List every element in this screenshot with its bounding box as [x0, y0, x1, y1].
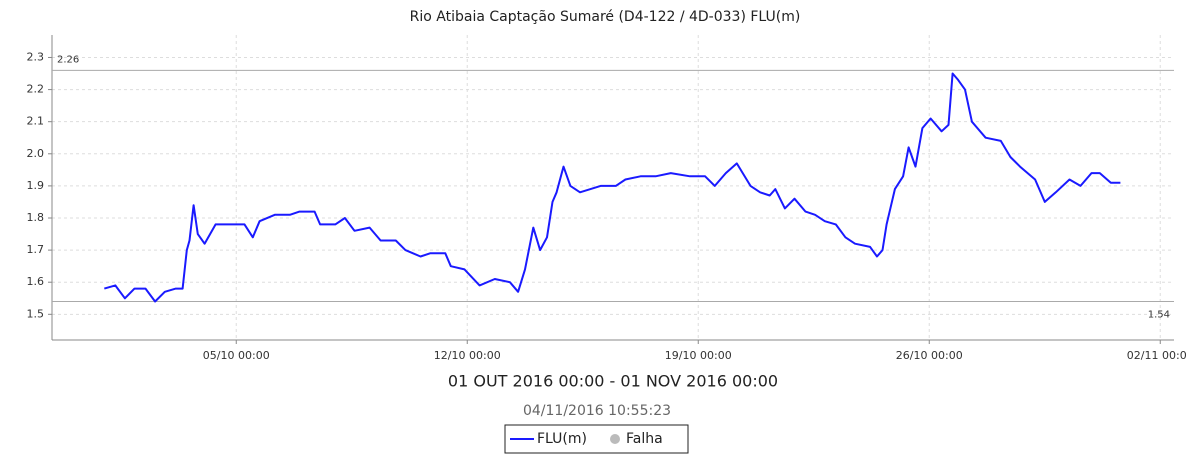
- legend-swatch: [610, 434, 620, 444]
- y-tick-label: 2.2: [27, 83, 45, 96]
- y-tick-label: 2.0: [27, 147, 45, 160]
- y-tick-label: 1.9: [27, 179, 45, 192]
- y-tick-label: 2.1: [27, 115, 45, 128]
- x-tick-label: 12/10 00:00: [434, 349, 501, 362]
- legend-label: Falha: [626, 431, 663, 447]
- y-tick-label: 1.8: [27, 211, 45, 224]
- x-tick-label: 05/10 00:00: [203, 349, 270, 362]
- y-tick-label: 2.3: [27, 50, 45, 63]
- timestamp: 04/11/2016 10:55:23: [523, 403, 671, 419]
- reference-label: 2.26: [57, 54, 79, 65]
- y-tick-label: 1.5: [27, 307, 45, 320]
- reference-label: 1.54: [1148, 309, 1170, 320]
- y-tick-label: 1.6: [27, 275, 45, 288]
- y-tick-label: 1.7: [27, 243, 45, 256]
- x-tick-label: 19/10 00:00: [665, 349, 732, 362]
- legend-box: [504, 424, 689, 454]
- subtitle: 01 OUT 2016 00:00 - 01 NOV 2016 00:00: [448, 372, 778, 391]
- legend-label: FLU(m): [537, 431, 587, 447]
- chart-title: Rio Atibaia Captação Sumaré (D4-122 / 4D…: [410, 9, 801, 25]
- plot: [104, 72, 1121, 303]
- x-tick-label: 26/10 00:00: [896, 349, 963, 362]
- x-tick-label: 02/11 00:00: [1127, 349, 1187, 362]
- data-line: [104, 72, 1121, 303]
